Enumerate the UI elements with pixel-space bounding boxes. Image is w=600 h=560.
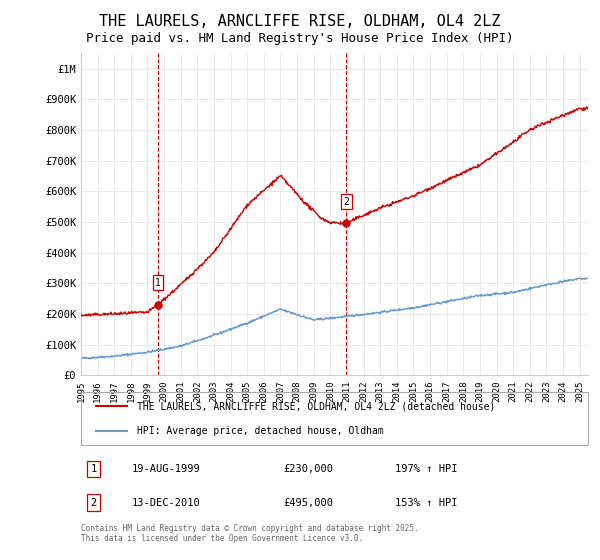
- Text: 153% ↑ HPI: 153% ↑ HPI: [395, 497, 458, 507]
- Text: 197% ↑ HPI: 197% ↑ HPI: [395, 464, 458, 474]
- Text: 19-AUG-1999: 19-AUG-1999: [132, 464, 200, 474]
- Text: 1: 1: [91, 464, 97, 474]
- Text: 2: 2: [343, 197, 349, 207]
- Text: Contains HM Land Registry data © Crown copyright and database right 2025.
This d: Contains HM Land Registry data © Crown c…: [81, 524, 419, 543]
- Text: THE LAURELS, ARNCLIFFE RISE, OLDHAM, OL4 2LZ (detached house): THE LAURELS, ARNCLIFFE RISE, OLDHAM, OL4…: [137, 402, 495, 412]
- Text: £230,000: £230,000: [284, 464, 334, 474]
- Text: 13-DEC-2010: 13-DEC-2010: [132, 497, 200, 507]
- Text: THE LAURELS, ARNCLIFFE RISE, OLDHAM, OL4 2LZ: THE LAURELS, ARNCLIFFE RISE, OLDHAM, OL4…: [99, 14, 501, 29]
- Text: 2: 2: [91, 497, 97, 507]
- Text: £495,000: £495,000: [284, 497, 334, 507]
- Text: 1: 1: [155, 278, 161, 288]
- Text: Price paid vs. HM Land Registry's House Price Index (HPI): Price paid vs. HM Land Registry's House …: [86, 32, 514, 45]
- Text: HPI: Average price, detached house, Oldham: HPI: Average price, detached house, Oldh…: [137, 426, 383, 436]
